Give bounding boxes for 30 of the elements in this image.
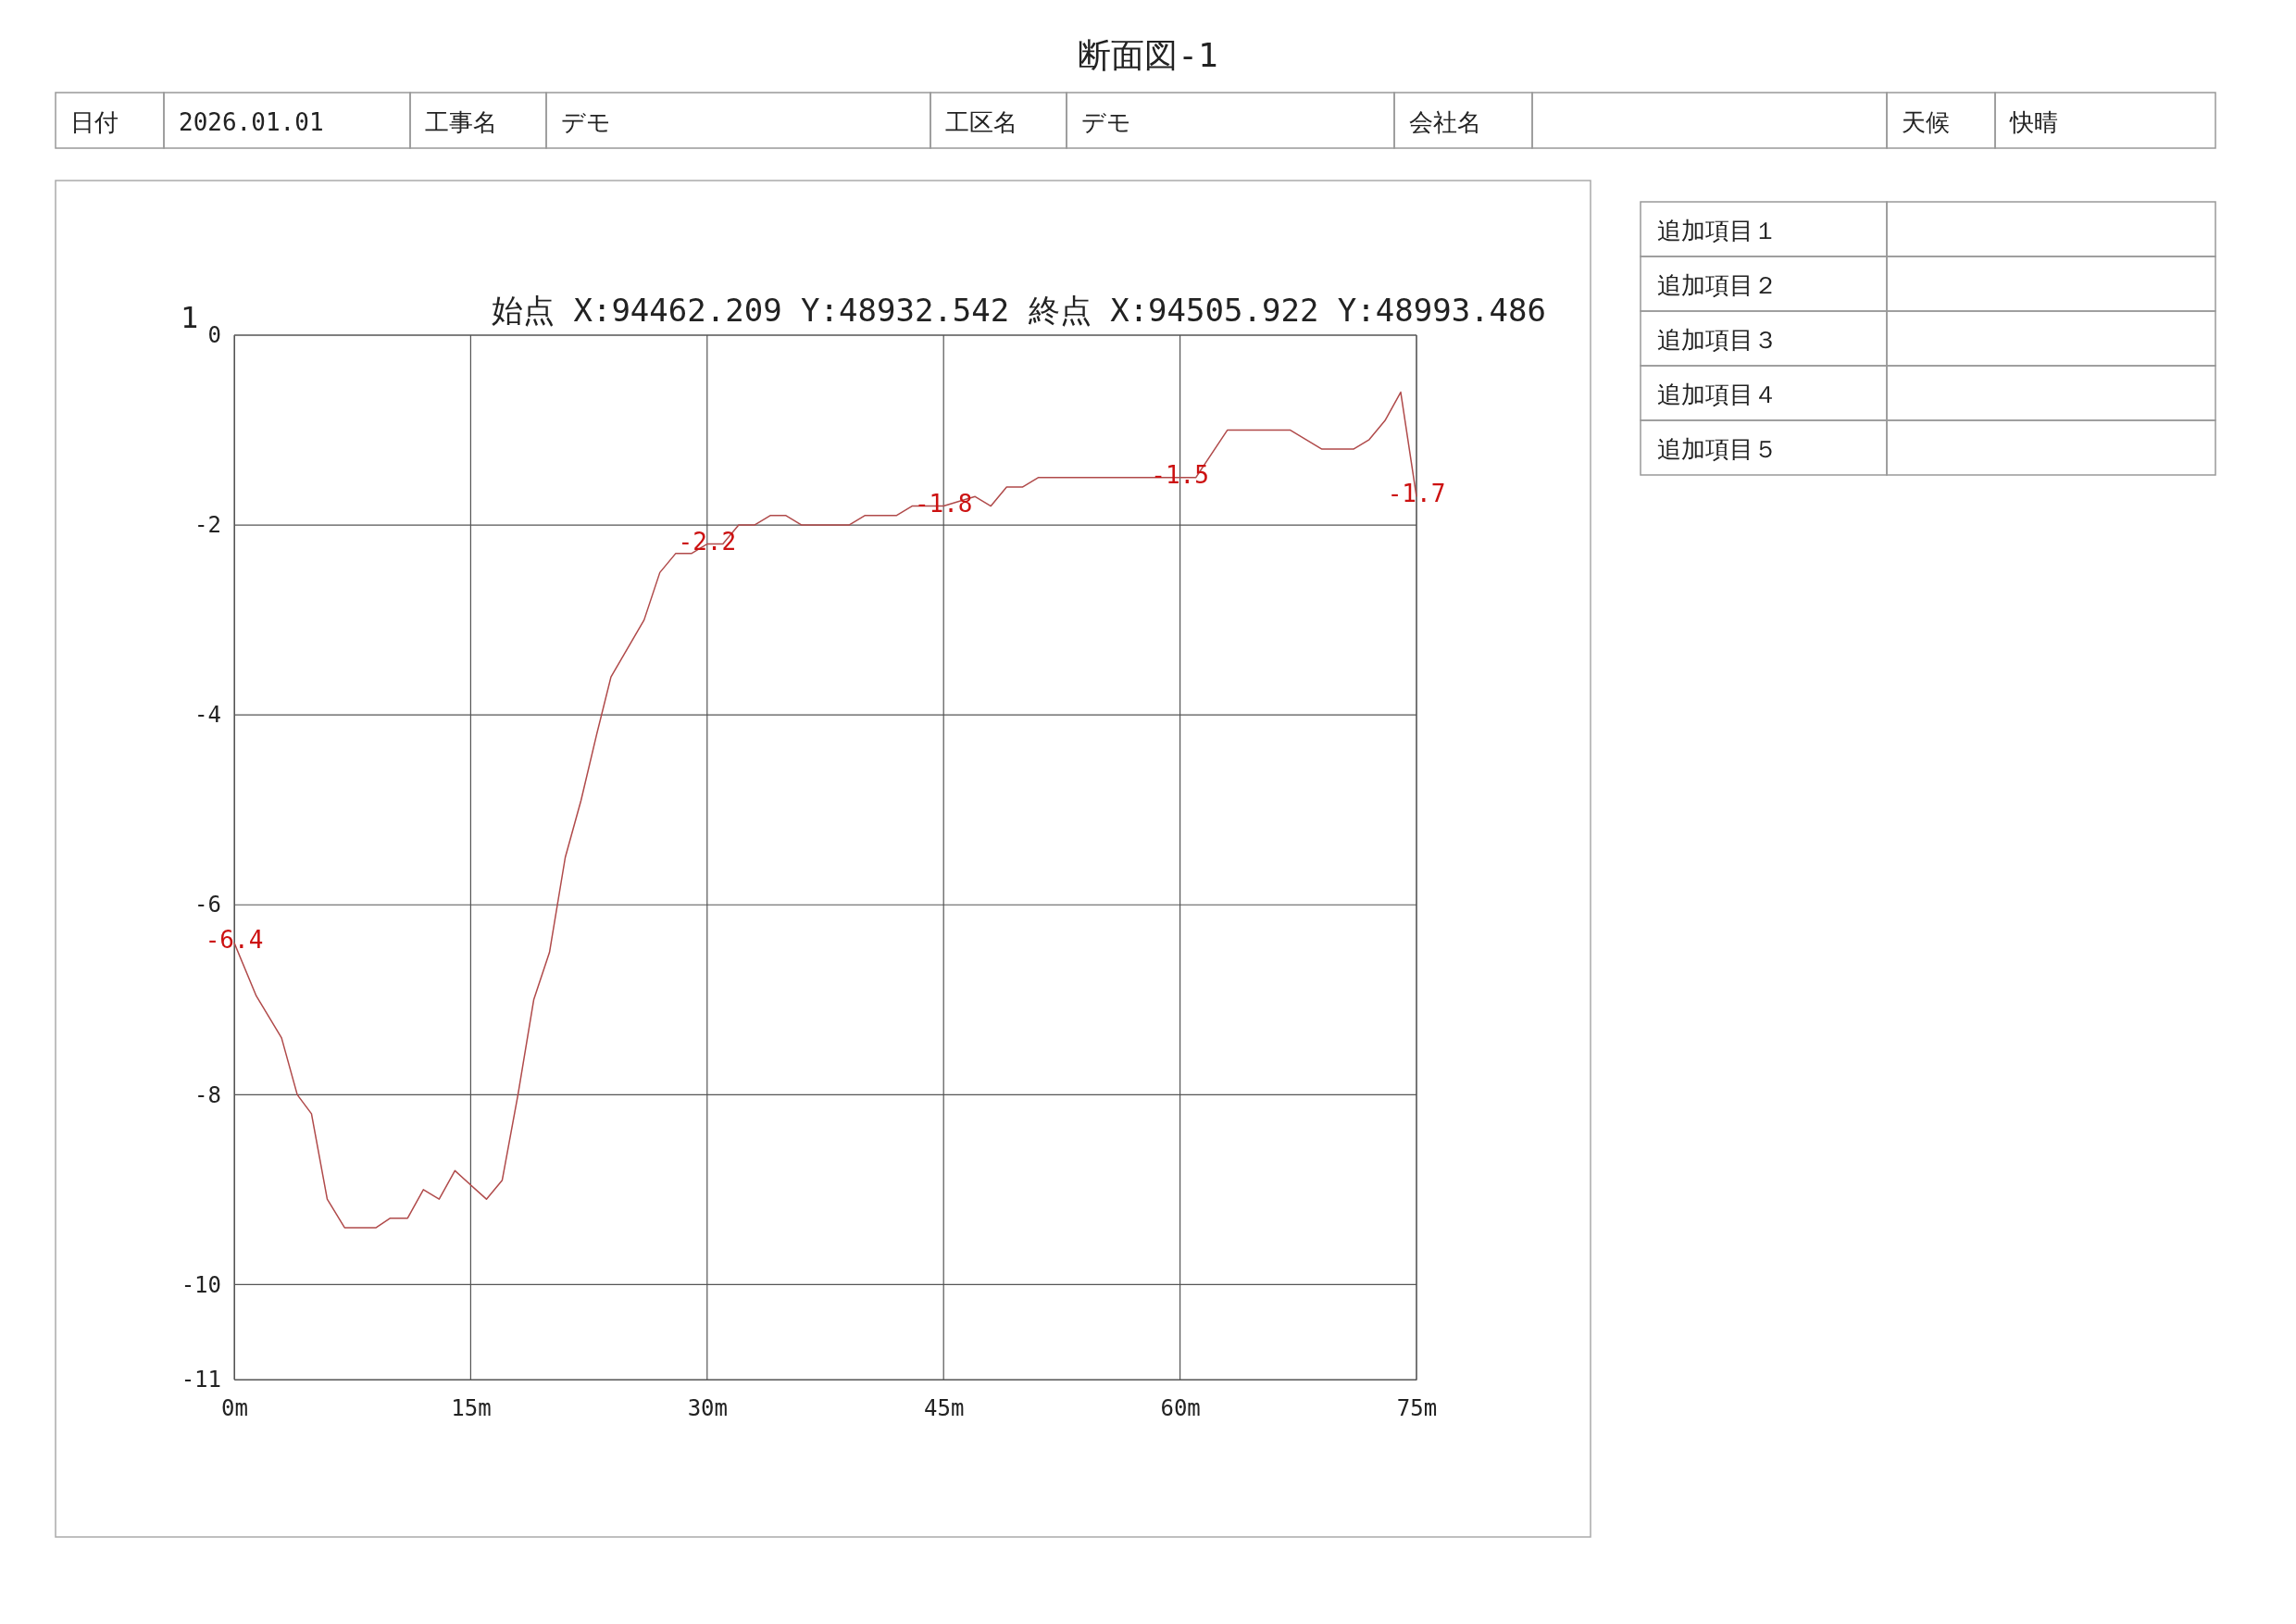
- y-tick-label: -8: [194, 1081, 221, 1108]
- text: 1: [181, 300, 199, 335]
- chart-subtitle: 始点 X:94462.209 Y:48932.542 終点 X:94505.922 Y:48993.486: [491, 292, 1546, 329]
- y-tick-label: 0: [207, 322, 221, 349]
- y-tick-label: -10: [181, 1271, 221, 1298]
- y-tick-label: -11: [181, 1367, 221, 1393]
- y-tick-label: -6: [194, 892, 221, 918]
- text: 会社名: [1409, 108, 1481, 136]
- x-tick-label: 60m: [1160, 1395, 1201, 1422]
- y-tick-label: -4: [194, 702, 221, 729]
- text: 追加項目４: [1657, 381, 1778, 408]
- x-tick-label: 15m: [451, 1395, 492, 1422]
- text: 追加項目３: [1657, 326, 1778, 354]
- text: デモ: [561, 108, 611, 136]
- text: 2026.01.01: [179, 108, 324, 136]
- x-tick-label: 45m: [924, 1395, 965, 1422]
- text: 工事名: [425, 108, 497, 136]
- text: デモ: [1081, 108, 1131, 136]
- x-tick-label: 30m: [687, 1395, 728, 1422]
- text: 追加項目１: [1657, 217, 1778, 244]
- text: 天候: [1902, 108, 1950, 136]
- text: 追加項目２: [1657, 271, 1778, 299]
- text: 追加項目５: [1657, 435, 1778, 463]
- text: 工区名: [945, 108, 1017, 136]
- text: 快晴: [2009, 108, 2058, 136]
- x-tick-label: 0m: [221, 1395, 248, 1422]
- text: 日付: [70, 108, 119, 136]
- y-tick-label: -2: [194, 512, 221, 539]
- chart-title: 断面図-1: [1078, 36, 1218, 74]
- x-tick-label: 75m: [1396, 1395, 1438, 1422]
